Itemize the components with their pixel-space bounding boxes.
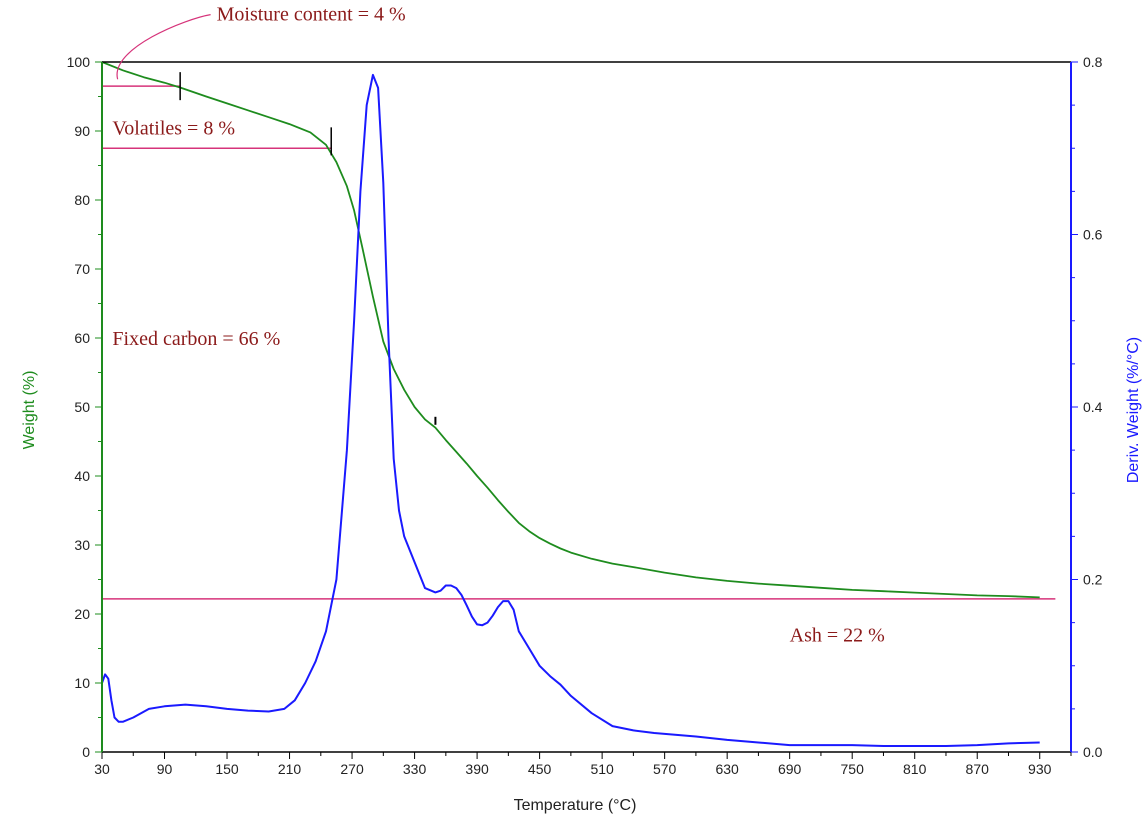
left-axis-title: Weight (%) bbox=[21, 371, 38, 450]
x-tick-label: 150 bbox=[215, 761, 239, 777]
annotation-2: Volatiles = 8 % bbox=[112, 117, 235, 139]
deriv-series-line bbox=[101, 73, 1040, 747]
left-tick-label: 100 bbox=[67, 54, 91, 70]
left-tick-label: 0 bbox=[82, 744, 90, 760]
x-tick-label: 870 bbox=[966, 761, 990, 777]
left-tick-label: 60 bbox=[74, 330, 90, 346]
right-tick-label: 0.0 bbox=[1083, 744, 1103, 760]
weight-series-line bbox=[101, 61, 1040, 599]
moisture-leader-line bbox=[116, 14, 211, 80]
x-tick-label: 390 bbox=[465, 761, 489, 777]
x-tick-label: 510 bbox=[590, 761, 614, 777]
x-tick-label: 30 bbox=[94, 761, 110, 777]
annotation-1: Moisture content = 4 % bbox=[217, 4, 406, 26]
x-tick-label: 690 bbox=[778, 761, 802, 777]
right-tick-label: 0.6 bbox=[1083, 227, 1103, 243]
left-tick-label: 20 bbox=[74, 606, 90, 622]
annotations: Moisture content = 4 % Volatiles = 8 % Fix… bbox=[112, 4, 884, 647]
series-lines bbox=[101, 61, 1040, 747]
x-tick-label: 210 bbox=[278, 761, 302, 777]
tick-markers bbox=[179, 72, 437, 425]
right-tick-label: 0.8 bbox=[1083, 54, 1103, 70]
x-tick-label: 270 bbox=[340, 761, 364, 777]
x-tick-label: 750 bbox=[841, 761, 865, 777]
right-tick-label: 0.4 bbox=[1083, 399, 1103, 415]
left-tick-label: 10 bbox=[74, 675, 90, 691]
left-tick-label: 40 bbox=[74, 468, 90, 484]
right-axis-title: Deriv. Weight (%/°C) bbox=[1125, 337, 1142, 483]
x-tick-label: 810 bbox=[903, 761, 927, 777]
reference-lines bbox=[102, 85, 1056, 600]
annotation-3: Fixed carbon = 66 % bbox=[112, 328, 280, 350]
left-tick-label: 80 bbox=[74, 192, 90, 208]
right-tick-label: 0.2 bbox=[1083, 572, 1103, 588]
left-tick-label: 70 bbox=[74, 261, 90, 277]
x-tick-label: 630 bbox=[715, 761, 739, 777]
left-tick-label: 50 bbox=[74, 399, 90, 415]
axes: 30 90 150 210 270 330 390 450 510 570 630 690 750 810… bbox=[67, 54, 1103, 777]
annotation-4: Ash = 22 % bbox=[790, 625, 885, 647]
x-tick-label: 570 bbox=[653, 761, 677, 777]
x-axis-title: Temperature (°C) bbox=[514, 797, 637, 814]
x-tick-label: 450 bbox=[528, 761, 552, 777]
left-tick-label: 30 bbox=[74, 537, 90, 553]
left-tick-label: 90 bbox=[74, 123, 90, 139]
x-tick-label: 90 bbox=[157, 761, 173, 777]
x-tick-label: 930 bbox=[1028, 761, 1052, 777]
x-tick-label: 330 bbox=[403, 761, 427, 777]
